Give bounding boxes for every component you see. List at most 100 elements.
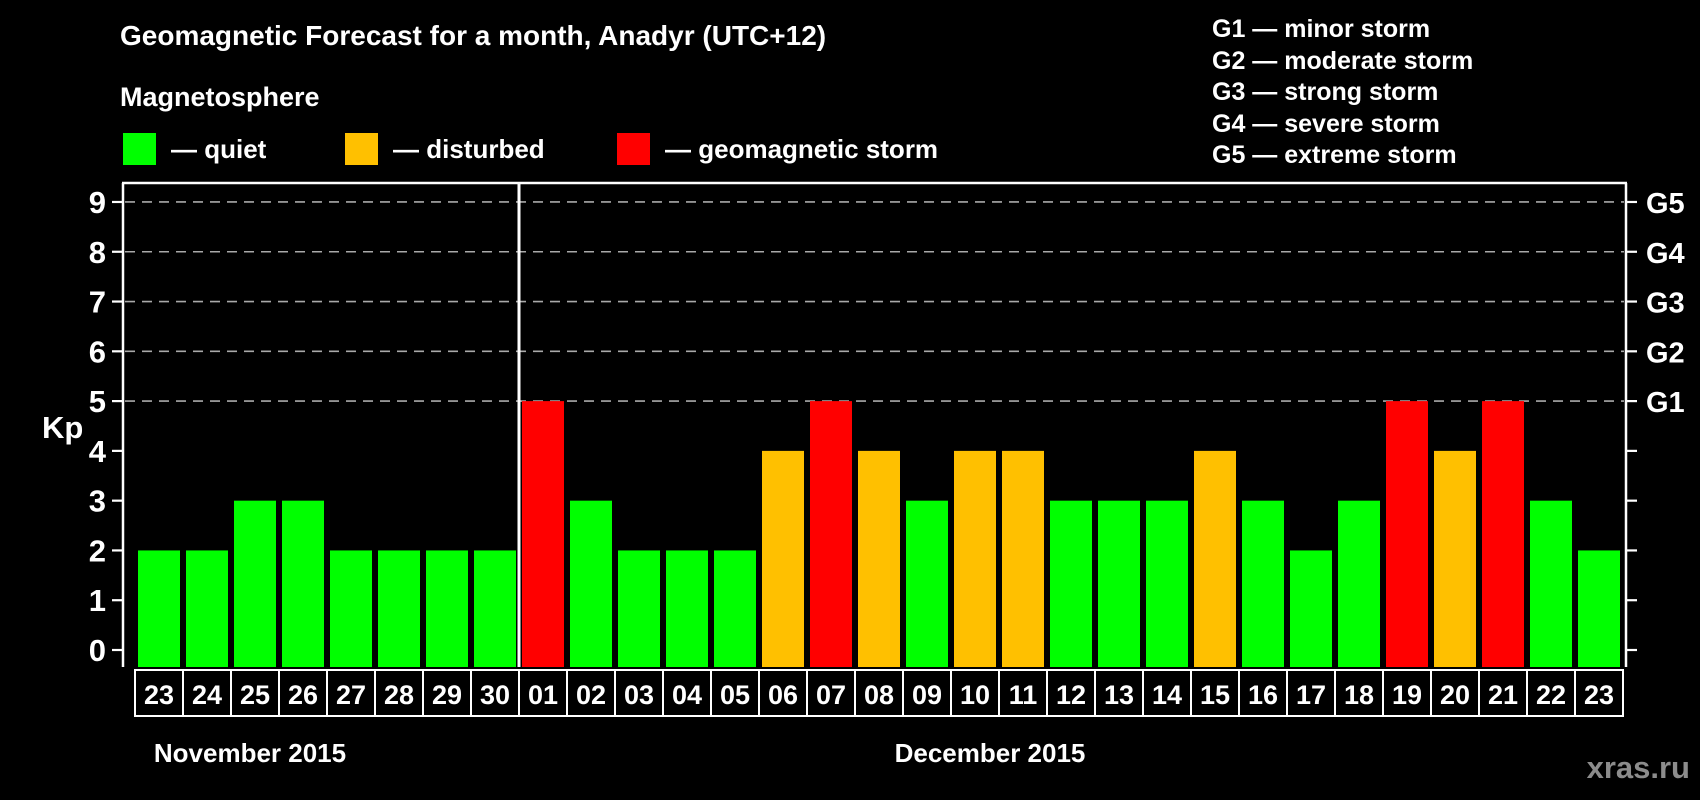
bar-november-29 bbox=[426, 550, 468, 667]
g-scale-line-g2: G2 — moderate storm bbox=[1212, 46, 1474, 75]
kp-axis-label: Kp bbox=[42, 410, 83, 445]
date-label-03: 03 bbox=[624, 680, 654, 710]
date-label-17: 17 bbox=[1296, 680, 1326, 710]
date-label-22: 22 bbox=[1536, 680, 1566, 710]
bar-december-12 bbox=[1050, 500, 1092, 667]
date-label-29: 29 bbox=[432, 680, 462, 710]
date-label-26: 26 bbox=[288, 680, 318, 710]
g-level-label-g3: G3 bbox=[1646, 288, 1685, 320]
storm-color-swatch bbox=[617, 133, 650, 165]
bar-december-03 bbox=[618, 550, 660, 667]
quiet-color-swatch bbox=[123, 133, 156, 165]
bar-december-06 bbox=[762, 450, 804, 667]
bar-december-04 bbox=[666, 550, 708, 667]
date-label-09: 09 bbox=[912, 680, 942, 710]
legend-item-storm: — geomagnetic storm bbox=[617, 133, 938, 165]
date-label-04: 04 bbox=[672, 680, 702, 710]
y-tick-label-6: 6 bbox=[89, 334, 106, 369]
date-label-28: 28 bbox=[384, 680, 414, 710]
bar-december-09 bbox=[906, 500, 948, 667]
legend-item-quiet: — quiet bbox=[123, 133, 266, 165]
bar-november-24 bbox=[186, 550, 228, 667]
bar-december-21 bbox=[1482, 401, 1524, 667]
bar-november-27 bbox=[330, 550, 372, 667]
month-label-december: December 2015 bbox=[894, 738, 1086, 768]
date-cell-18 bbox=[1334, 669, 1384, 717]
g-level-label-g2: G2 bbox=[1646, 337, 1685, 369]
date-label-05: 05 bbox=[720, 680, 750, 710]
y-tick-label-3: 3 bbox=[89, 484, 106, 519]
bar-december-18 bbox=[1338, 500, 1380, 667]
bar-november-26 bbox=[282, 500, 324, 667]
date-cell-06 bbox=[758, 669, 808, 717]
date-cell-05 bbox=[710, 669, 760, 717]
bar-december-14 bbox=[1146, 500, 1188, 667]
bar-november-23 bbox=[138, 550, 180, 667]
date-label-13: 13 bbox=[1104, 680, 1134, 710]
bar-december-20 bbox=[1434, 450, 1476, 667]
date-label-06: 06 bbox=[768, 680, 798, 710]
date-label-15: 15 bbox=[1200, 680, 1230, 710]
y-tick-label-9: 9 bbox=[89, 185, 106, 220]
date-label-20: 20 bbox=[1440, 680, 1470, 710]
date-cell-12 bbox=[1046, 669, 1096, 717]
date-label-01: 01 bbox=[528, 680, 558, 710]
date-label-30: 30 bbox=[480, 680, 510, 710]
date-label-27: 27 bbox=[336, 680, 366, 710]
bar-december-02 bbox=[570, 500, 612, 667]
g-scale-line-g1: G1 — minor storm bbox=[1212, 15, 1431, 43]
legend-item-label: — quiet bbox=[171, 133, 267, 164]
date-cell-19 bbox=[1382, 669, 1432, 717]
g-scale-line-g5: G5 — extreme storm bbox=[1212, 141, 1457, 170]
bar-december-17 bbox=[1290, 550, 1332, 667]
bar-december-23 bbox=[1578, 550, 1620, 667]
bar-november-28 bbox=[378, 550, 420, 667]
y-tick-label-0: 0 bbox=[89, 633, 106, 668]
bar-november-30 bbox=[474, 550, 516, 667]
date-cell-23 bbox=[1574, 669, 1624, 717]
date-cell-21 bbox=[1478, 669, 1528, 717]
date-cell-20 bbox=[1430, 669, 1480, 717]
date-cell-16 bbox=[1238, 669, 1288, 717]
date-label-25: 25 bbox=[240, 680, 270, 710]
y-tick-label-5: 5 bbox=[89, 384, 106, 419]
date-cell-07 bbox=[806, 669, 856, 717]
date-label-11: 11 bbox=[1009, 680, 1038, 710]
legend-item-disturbed: — disturbed bbox=[345, 133, 545, 165]
bar-december-11 bbox=[1002, 450, 1044, 667]
date-label-08: 08 bbox=[864, 680, 894, 710]
g-level-label-g4: G4 bbox=[1646, 238, 1685, 270]
y-tick-label-8: 8 bbox=[89, 235, 106, 270]
g-scale-line-g3: G3 — strong storm bbox=[1212, 78, 1439, 107]
g-scale-line-g4: G4 — severe storm bbox=[1212, 109, 1440, 138]
date-label-02: 02 bbox=[576, 680, 606, 710]
date-label-18: 18 bbox=[1344, 680, 1374, 710]
date-label-23: 23 bbox=[144, 680, 174, 710]
date-label-24: 24 bbox=[192, 680, 222, 710]
date-label-07: 07 bbox=[816, 680, 846, 710]
date-cell-08 bbox=[854, 669, 904, 717]
date-label-12: 12 bbox=[1056, 680, 1086, 710]
bar-december-15 bbox=[1194, 450, 1236, 667]
g-scale-legend: G1 — minor storm G2 — moderate storm G3 … bbox=[1212, 14, 1473, 172]
bar-december-07 bbox=[810, 401, 852, 667]
y-tick-label-7: 7 bbox=[89, 285, 106, 320]
date-label-16: 16 bbox=[1248, 680, 1278, 710]
page-title: Geomagnetic Forecast for a month, Anadyr… bbox=[120, 20, 827, 51]
y-tick-label-1: 1 bbox=[89, 583, 106, 618]
bar-december-01 bbox=[522, 401, 564, 667]
date-cell-03 bbox=[614, 669, 664, 717]
g-level-label-g5: G5 bbox=[1646, 188, 1685, 220]
site-watermark: xras.ru bbox=[1586, 750, 1690, 785]
bar-december-10 bbox=[954, 450, 996, 667]
legend-item-label: — geomagnetic storm bbox=[665, 133, 939, 164]
date-cell-27 bbox=[326, 669, 376, 717]
bar-december-19 bbox=[1386, 401, 1428, 667]
date-label-14: 14 bbox=[1152, 680, 1182, 710]
bar-december-16 bbox=[1242, 500, 1284, 667]
y-tick-label-4: 4 bbox=[89, 434, 107, 469]
bar-december-08 bbox=[858, 450, 900, 667]
bar-december-05 bbox=[714, 550, 756, 667]
